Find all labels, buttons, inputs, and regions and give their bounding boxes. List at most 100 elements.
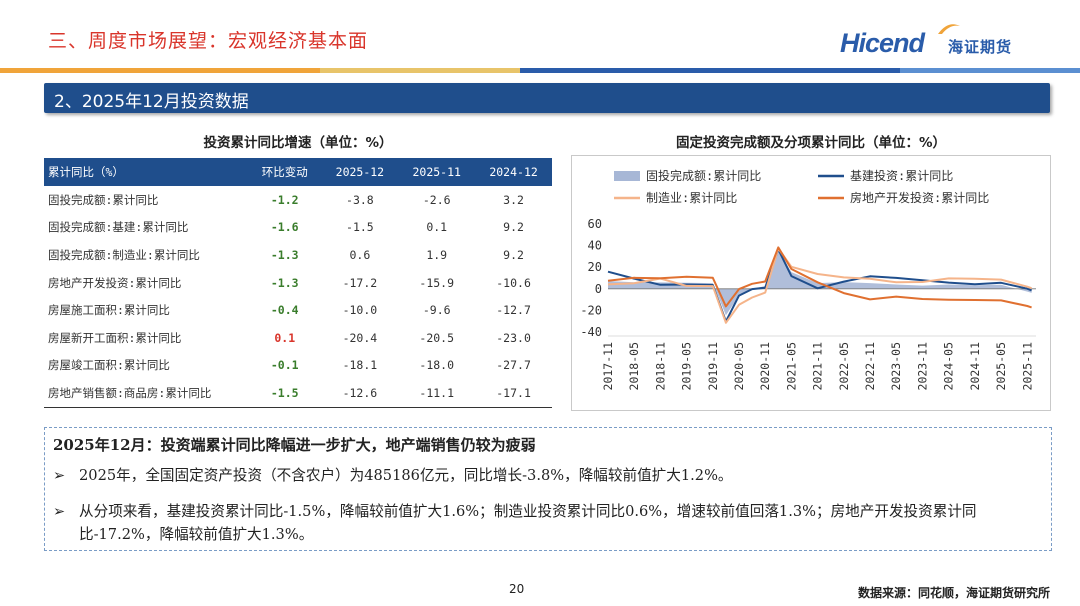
header-divider-stripe	[0, 68, 1080, 73]
value-2025-11-cell: -2.6	[422, 192, 451, 207]
table-header-cell: 2025-12	[321, 158, 399, 186]
y-tick-label: 20	[588, 260, 602, 274]
table-header-cell: 2025-11	[398, 158, 476, 186]
table-title: 投资累计同比增速（单位：%）	[203, 135, 393, 151]
x-tick-label: 2022-05	[837, 342, 851, 390]
table-row: 房屋竣工面积:累计同比 -0.1 -18.1 -18.0 -27.7	[44, 352, 552, 380]
x-tick-label: 2021-11	[811, 342, 825, 391]
y-tick-label: -40	[580, 325, 602, 339]
y-tick-label: 0	[595, 282, 602, 296]
x-tick-label: 2019-11	[706, 342, 720, 391]
x-tick-label: 2023-11	[915, 342, 929, 391]
note-bullet: ➢ 2025年，全国固定资产投资（不含农户）为485186亿元，同比增长-3.8…	[53, 464, 1043, 488]
value-2024-12-cell: -27.7	[496, 358, 531, 373]
x-tick-label: 2018-05	[627, 342, 641, 390]
y-tick-label: -20	[580, 303, 602, 317]
value-2025-12-cell: -12.6	[321, 379, 399, 408]
investment-growth-table: 累计同比（%） 环比变动 2025-12 2025-11 2024-12 固投完…	[44, 158, 552, 408]
series-line-real-estate	[607, 246, 1032, 309]
data-source: 数据来源：同花顺，海证期货研究所	[857, 586, 1050, 600]
legend-label: 固投完成额:累计同比	[646, 168, 761, 183]
page-title: 三、周度市场展望：宏观经济基本面	[48, 30, 369, 52]
logo-chinese-name: 海证期货	[948, 38, 1013, 56]
row-label-cell: 房屋新开工面积:累计同比	[48, 330, 182, 345]
table-header-cell: 2024-12	[475, 158, 552, 186]
row-label-cell: 房屋施工面积:累计同比	[48, 303, 170, 318]
value-2024-12-cell: 9.2	[503, 247, 524, 262]
value-2025-12-cell: -10.0	[342, 303, 378, 318]
section-title: 2、2025年12月投资数据	[54, 92, 249, 112]
y-tick-label: 60	[588, 217, 602, 231]
row-label-cell: 固投完成额:基建:累计同比	[48, 220, 189, 235]
value-2024-12-cell: 3.2	[503, 192, 524, 207]
value-2025-12-cell: 0.6	[349, 247, 371, 262]
change-cell: -1.3	[270, 247, 299, 262]
change-cell: -0.4	[270, 303, 299, 318]
legend-swatch	[614, 171, 640, 181]
investment-line-chart: 固投完成额:累计同比 基建投资:累计同比制造业:累计同比 房地产开发投资:累计同比 6…	[571, 155, 1051, 411]
change-cell: 0.1	[274, 330, 296, 345]
page-number: 20	[509, 582, 525, 596]
table-row: 房屋新开工面积:累计同比 0.1 -20.4 -20.5 -23.0	[44, 324, 552, 352]
legend-label: 制造业:累计同比	[646, 191, 737, 205]
value-2024-12-cell: -17.1	[475, 379, 552, 408]
table-row: 固投完成额:累计同比 -1.2 -3.8 -2.6 3.2	[44, 186, 552, 214]
series-line-manufacturing	[607, 247, 1032, 324]
section-title-bar: 2、2025年12月投资数据	[44, 83, 1050, 113]
value-2025-11-cell: -20.5	[419, 330, 455, 345]
value-2024-12-cell: 9.2	[503, 220, 524, 235]
value-2025-11-cell: 1.9	[426, 247, 448, 262]
note-bullet-text: 从分项来看，基建投资累计同比-1.5%，降幅较前值扩大1.6%；制造业投资累计同…	[79, 503, 977, 543]
legend-label: 房地产开发投资:累计同比	[850, 190, 989, 205]
row-label-cell: 房屋竣工面积:累计同比	[48, 358, 170, 373]
table-header-cell: 累计同比（%）	[44, 158, 248, 186]
bullet-arrow-icon: ➢	[53, 467, 66, 484]
note-heading: 2025年12月：投资端累计同比降幅进一步扩大，地产端销售仍较为疲弱	[53, 436, 536, 454]
change-cell: -1.6	[270, 220, 299, 235]
change-cell: -0.1	[270, 358, 299, 373]
value-2025-12-cell: -1.5	[346, 220, 374, 235]
note-bullet: ➢ 从分项来看，基建投资累计同比-1.5%，降幅较前值扩大1.6%；制造业投资累…	[53, 500, 1043, 548]
logo-swoosh-icon	[938, 24, 960, 34]
value-2024-12-cell: -10.6	[496, 275, 531, 290]
change-cell: -1.5	[248, 379, 322, 408]
series-line-infrastructure	[607, 248, 1032, 323]
y-tick-label: 40	[588, 239, 602, 253]
x-tick-label: 2025-11	[1020, 342, 1034, 391]
table-row: 房屋施工面积:累计同比 -0.4 -10.0 -9.6 -12.7	[44, 296, 552, 324]
company-logo: Hicend 海证期货	[840, 22, 1050, 66]
x-tick-label: 2025-05	[994, 342, 1008, 390]
table-row: 固投完成额:制造业:累计同比 -1.3 0.6 1.9 9.2	[44, 241, 552, 269]
value-2024-12-cell: -23.0	[496, 330, 531, 345]
value-2025-12-cell: -20.4	[342, 330, 378, 345]
value-2025-12-cell: -17.2	[342, 275, 378, 290]
value-2024-12-cell: -12.7	[496, 303, 531, 318]
legend-label: 基建投资:累计同比	[850, 168, 953, 183]
change-cell: -1.3	[270, 275, 299, 290]
value-2025-12-cell: -3.8	[346, 192, 374, 207]
bullet-arrow-icon: ➢	[53, 503, 66, 520]
table-row: 固投完成额:基建:累计同比 -1.6 -1.5 0.1 9.2	[44, 214, 552, 242]
x-tick-label: 2022-11	[863, 342, 877, 391]
value-2025-11-cell: 0.1	[426, 220, 448, 235]
row-label-cell: 固投完成额:制造业:累计同比	[48, 247, 200, 262]
table-row: 房地产销售额:商品房:累计同比 -1.5 -12.6 -11.1 -17.1	[44, 379, 552, 408]
x-tick-label: 2024-11	[968, 342, 982, 391]
table-header-row: 累计同比（%） 环比变动 2025-12 2025-11 2024-12	[44, 158, 552, 186]
x-tick-label: 2021-05	[784, 342, 798, 390]
summary-note-box: 2025年12月：投资端累计同比降幅进一步扩大，地产端销售仍较为疲弱 ➢ 202…	[44, 427, 1052, 551]
x-tick-label: 2020-11	[758, 342, 772, 391]
value-2025-11-cell: -11.1	[398, 379, 476, 408]
logo-wordmark: Hicend	[840, 28, 925, 58]
row-label-cell: 房地产销售额:商品房:累计同比	[44, 379, 248, 408]
table-header-cell: 环比变动	[248, 158, 322, 186]
value-2025-11-cell: -18.0	[419, 358, 455, 373]
x-tick-label: 2018-11	[653, 342, 667, 391]
table-row: 房地产开发投资:累计同比 -1.3 -17.2 -15.9 -10.6	[44, 269, 552, 297]
row-label-cell: 房地产开发投资:累计同比	[48, 275, 182, 290]
value-2025-12-cell: -18.1	[342, 358, 378, 373]
note-bullet-text: 2025年，全国固定资产投资（不含农户）为485186亿元，同比增长-3.8%，…	[79, 467, 733, 484]
x-tick-label: 2023-05	[889, 342, 903, 390]
value-2025-11-cell: -9.6	[422, 303, 451, 318]
